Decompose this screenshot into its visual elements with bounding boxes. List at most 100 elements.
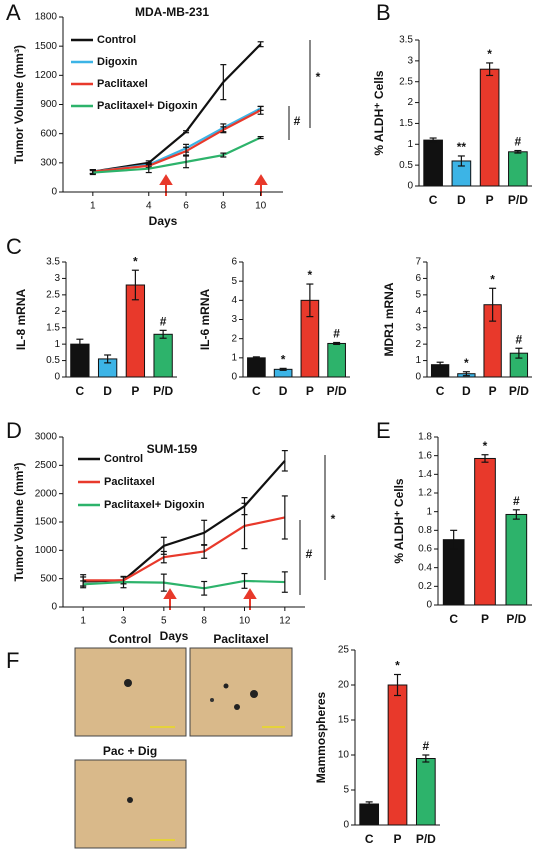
arrow-head [243,588,257,599]
y-tick-label: 5 [343,785,349,796]
y-tick-label: 4 [415,306,421,317]
y-tick-label: 3.5 [399,35,413,46]
x-tick-label: 6 [183,201,189,212]
chart-title: MDA-MB-231 [135,5,209,19]
legend-label: Digoxin [97,56,138,68]
y-tick-label: 3 [54,273,60,284]
x-tick-label: 5 [161,616,167,627]
value-annotation: # [513,494,520,508]
y-tick-label: 3 [415,322,421,333]
value-annotation: # [333,327,340,341]
bar [508,151,528,187]
y-tick-label: 600 [40,128,57,139]
micrograph [189,647,293,737]
y-axis-label: MDR1 mRNA [382,282,396,356]
x-tick-label: D [103,384,112,398]
micrograph-label: Pac + Dig [103,744,157,758]
value-annotation: # [516,332,523,346]
arrows [159,174,268,610]
value-annotation: * [464,356,469,370]
panel-letter: B [376,0,391,25]
x-tick-label: C [365,832,374,846]
y-tick-label: 2 [231,333,237,344]
y-tick-label: 7 [415,257,421,268]
sphere [210,698,214,702]
value-annotation: * [281,353,286,367]
value-annotation: * [490,272,495,286]
x-tick-label: 4 [146,201,152,212]
legend-label: Paclitaxel+ Digoxin [104,499,205,511]
y-tick-label: 1500 [35,517,58,528]
value-annotation: # [515,135,522,149]
annotation: * [316,70,321,84]
y-tick-label: 0 [407,181,413,192]
x-tick-label: 10 [255,201,267,212]
y-tick-label: 10 [338,750,350,761]
x-tick-label: 12 [279,616,291,627]
y-tick-label: 25 [338,645,350,656]
y-tick-label: 0 [426,600,432,611]
y-axis-label: Tumor Volume (mm³) [12,45,26,164]
y-tick-label: 3 [231,314,237,325]
bar [474,457,496,606]
x-tick-label: C [449,612,458,626]
x-tick-label: D [279,384,288,398]
y-axis-label: Tumor Volume (mm³) [12,463,26,582]
value-annotation: * [133,254,138,268]
y-tick-label: 900 [40,99,57,110]
value-annotation: * [483,439,488,453]
y-tick-label: 2 [415,339,421,350]
annotation: * [331,512,336,526]
value-annotation: ** [457,140,467,154]
y-tick-label: 3 [407,55,413,66]
y-tick-label: 0.6 [418,544,432,555]
legend-label: Paclitaxel [104,476,155,488]
y-tick-label: 2.5 [46,289,60,300]
x-axis-label: Days [160,629,189,643]
legend-label: Control [97,34,136,46]
x-tick-label: D [457,193,466,207]
y-tick-label: 1 [54,339,60,350]
panel-letter: C [6,234,22,259]
x-tick-label: 10 [239,616,251,627]
y-tick-label: 5 [231,276,237,287]
bar [327,342,346,378]
sphere [124,679,132,687]
legend-label: Paclitaxel [97,78,148,90]
x-tick-label: 1 [80,616,86,627]
x-tick-label: P [393,832,401,846]
x-tick-label: P/D [506,612,526,626]
panel-letter: A [6,0,21,25]
legend-label: Control [104,453,143,465]
y-tick-label: 1800 [35,12,58,23]
sphere [250,690,258,698]
y-tick-label: 1 [231,352,237,363]
panel-letter: D [6,418,22,443]
y-tick-label: 0 [51,187,57,198]
sphere [223,683,229,689]
x-tick-label: P [131,384,139,398]
bar [415,758,436,826]
y-tick-label: 1.8 [418,432,432,443]
x-tick-label: 3 [121,616,127,627]
series-line [92,109,262,173]
x-tick-label: 8 [221,201,227,212]
value-annotation: # [160,315,167,329]
y-tick-label: 0.5 [46,355,60,366]
y-axis-label: IL-6 mRNA [198,289,212,351]
bar [479,68,500,187]
bar [247,357,266,378]
y-tick-label: 1.4 [418,469,432,480]
x-axis-label: Days [149,214,178,228]
y-tick-label: 2.5 [399,76,413,87]
y-tick-label: 1.5 [399,118,413,129]
y-tick-label: 2 [54,306,60,317]
x-tick-label: P/D [508,193,528,207]
y-tick-label: 0.5 [399,160,413,171]
y-tick-label: 0 [343,820,349,831]
x-tick-label: P [486,193,494,207]
y-tick-label: 0.2 [418,581,432,592]
x-tick-label: P [481,612,489,626]
x-tick-label: P/D [416,832,436,846]
y-tick-label: 1200 [35,70,58,81]
